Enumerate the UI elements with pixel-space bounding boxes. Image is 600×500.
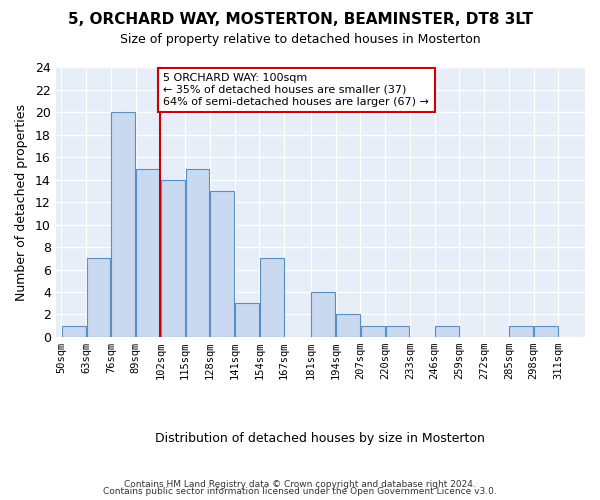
Bar bbox=[136, 168, 160, 337]
Bar bbox=[260, 258, 284, 337]
Bar bbox=[386, 326, 409, 337]
Bar bbox=[211, 191, 234, 337]
Bar bbox=[186, 168, 209, 337]
Bar bbox=[87, 258, 110, 337]
Bar bbox=[161, 180, 185, 337]
Bar bbox=[235, 303, 259, 337]
Text: Contains HM Land Registry data © Crown copyright and database right 2024.: Contains HM Land Registry data © Crown c… bbox=[124, 480, 476, 489]
Text: 5 ORCHARD WAY: 100sqm
← 35% of detached houses are smaller (37)
64% of semi-deta: 5 ORCHARD WAY: 100sqm ← 35% of detached … bbox=[163, 74, 429, 106]
Bar bbox=[112, 112, 135, 337]
Bar bbox=[509, 326, 533, 337]
Bar bbox=[361, 326, 385, 337]
Y-axis label: Number of detached properties: Number of detached properties bbox=[15, 104, 28, 300]
Bar bbox=[435, 326, 459, 337]
Bar bbox=[534, 326, 558, 337]
Bar bbox=[62, 326, 86, 337]
X-axis label: Distribution of detached houses by size in Mosterton: Distribution of detached houses by size … bbox=[155, 432, 485, 445]
Text: Size of property relative to detached houses in Mosterton: Size of property relative to detached ho… bbox=[119, 32, 481, 46]
Bar bbox=[336, 314, 360, 337]
Text: Contains public sector information licensed under the Open Government Licence v3: Contains public sector information licen… bbox=[103, 488, 497, 496]
Text: 5, ORCHARD WAY, MOSTERTON, BEAMINSTER, DT8 3LT: 5, ORCHARD WAY, MOSTERTON, BEAMINSTER, D… bbox=[67, 12, 533, 28]
Bar bbox=[311, 292, 335, 337]
